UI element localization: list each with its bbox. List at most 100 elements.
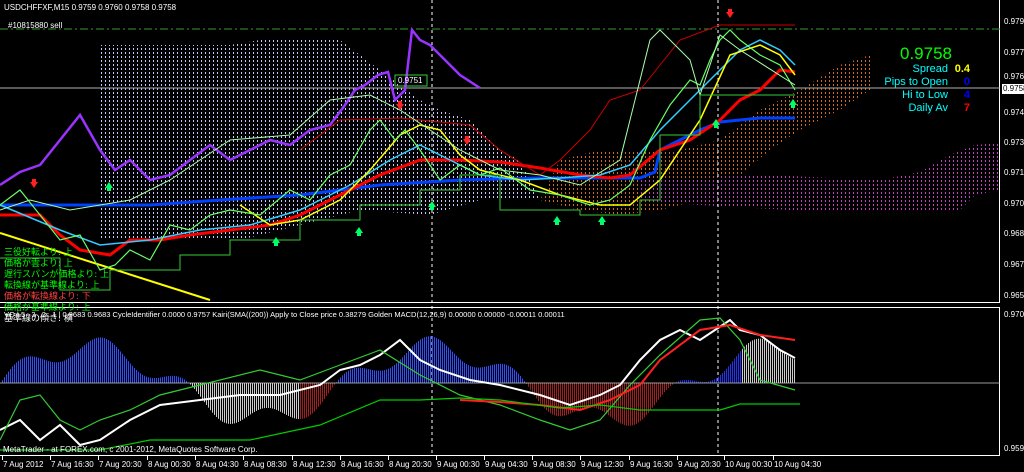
time-tick [677,456,678,460]
histogram-bar [238,383,239,422]
histogram-bar [398,361,399,383]
histogram-bar [470,366,471,383]
status-line: 価格が転換線より: 下 [4,292,91,302]
histogram-bar [32,356,33,383]
histogram-bar [200,383,201,397]
histogram-bar [620,383,621,424]
histogram-bar [696,381,697,383]
histogram-bar [672,383,673,385]
histogram-bar [314,383,315,412]
histogram-bar [240,383,241,421]
time-tick [436,456,437,460]
histogram-bar [622,383,623,425]
histogram-bar [714,379,715,383]
histogram-bar [766,340,767,383]
histogram-bar [448,347,449,383]
histogram-bar [18,360,19,383]
time-tick [532,456,533,460]
indicator-subwindow[interactable] [0,307,1000,456]
histogram-bar [364,368,365,383]
time-tick [773,456,774,460]
histogram-bar [748,343,749,383]
histogram-bar [62,361,63,383]
histogram-bar [116,346,117,383]
histogram-bar [368,369,369,383]
histogram-bar [94,338,95,383]
histogram-bar [410,348,411,383]
histogram-bar [464,362,465,383]
histogram-bar [532,383,533,393]
histogram-bar [320,383,321,405]
histogram-bar [482,367,483,383]
histogram-bar [394,364,395,383]
down-arrow-icon [30,179,38,188]
up-arrow-icon [105,182,113,191]
histogram-bar [790,357,791,383]
histogram-bar [780,350,781,383]
histogram-bar [350,369,351,383]
histogram-bar [704,382,705,383]
histogram-bar [624,383,625,426]
histogram-bar [492,364,493,383]
histogram-bar [170,375,171,383]
histogram-bar [488,365,489,383]
down-arrow-icon [726,9,734,18]
histogram-bar [180,377,181,383]
histogram-bar [336,382,337,383]
copyright-text: MetaTrader - at FOREX.com, c 2001-2012, … [3,445,258,454]
histogram-bar [316,383,317,410]
histogram-bar [786,354,787,383]
histogram-bar [472,366,473,383]
histogram-bar [634,383,635,425]
histogram-bar [330,383,331,391]
histogram-bar [230,383,231,424]
histogram-bar [246,383,247,418]
histogram-bar [232,383,233,424]
histogram-bar [772,343,773,383]
histogram-bar [114,344,115,383]
histogram-bar [80,348,81,383]
histogram-bar [456,355,457,383]
histogram-bar [322,383,323,402]
histogram-bar [106,338,107,383]
histogram-bar [510,366,511,383]
histogram-bar [564,383,565,416]
histogram-bar [120,351,121,383]
histogram-bar [102,337,103,383]
spread-value: 0.4 [954,63,970,75]
histogram-bar [768,341,769,383]
histogram-bar [692,380,693,383]
histogram-bar [648,383,649,413]
histogram-bar [90,340,91,383]
histogram-bar [478,367,479,383]
histogram-bar [570,383,571,414]
histogram-bar [474,367,475,383]
tenkan-line [0,68,796,257]
histogram-bar [584,383,585,408]
histogram-bar [378,370,379,383]
histogram-bar [614,383,615,420]
histogram-bar [234,383,235,424]
signal-line-green [0,317,796,441]
histogram-bar [490,365,491,383]
histogram-bar [468,365,469,383]
status-line: 三役好転より: 上 [4,248,73,258]
histogram-bar [248,383,249,416]
histogram-bar [694,380,695,383]
histogram-bar [572,383,573,413]
histogram-bar [686,379,687,383]
histogram-bar [184,379,185,383]
histogram-bar [444,343,445,383]
pips-to-open-value: 0 [963,76,970,88]
time-label: 9 Aug 08:30 [533,460,576,469]
histogram-bar [82,346,83,383]
hi-to-low-value: 4 [963,89,970,101]
histogram-bar [160,377,161,383]
price-tick: 0.9745 [1004,108,1024,117]
histogram-bar [164,376,165,383]
up-arrow-icon [789,99,797,108]
histogram-bar [254,383,255,412]
time-label: 7 Aug 20:30 [99,460,142,469]
histogram-bar [590,383,591,408]
